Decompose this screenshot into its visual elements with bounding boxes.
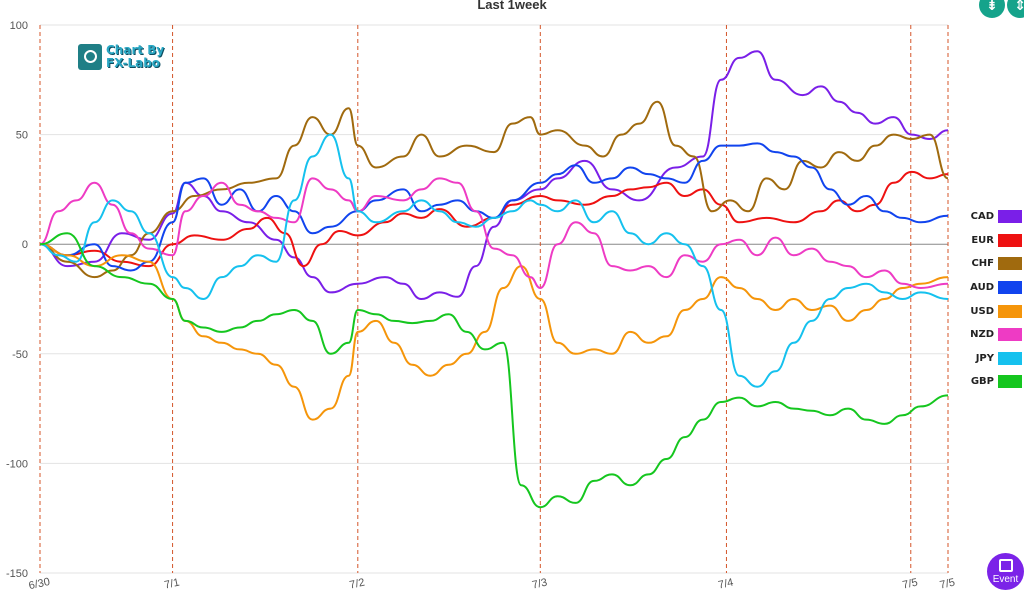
compress-icon: ⇟ [986,0,998,13]
series-line-usd [39,243,949,421]
series-line-nzd [39,177,949,289]
legend-label: GBP [970,376,994,388]
legend-label: NZD [970,329,994,341]
legend-swatch [998,257,1022,271]
x-tick-label: 7/5 [901,577,918,592]
y-tick-label: -150 [6,568,28,580]
logo: Chart By FX-Labo [78,44,176,70]
x-tick-label: 7/5 [939,577,956,592]
x-tick-label: 7/2 [348,577,365,592]
grid-layer [40,24,948,574]
legend-label: AUD [970,282,994,294]
y-tick-label: 100 [10,20,28,32]
series-line-eur [39,170,949,268]
y-tick-label: -50 [12,349,28,361]
legend-item-cad[interactable]: CAD [960,205,1022,229]
series-line-gbp [39,232,949,509]
series-layer [39,50,949,509]
legend-swatch [998,328,1022,342]
legend-item-nzd[interactable]: NZD [960,323,1022,347]
compress-button[interactable]: ⇟ [979,0,1005,18]
date-marker-layer [39,25,949,573]
legend-item-chf[interactable]: CHF [960,252,1022,276]
legend-swatch [998,281,1022,295]
y-tick-label: -100 [6,458,28,470]
expand-button[interactable]: ⇕ [1007,0,1024,18]
calendar-icon [998,558,1013,572]
legend-item-eur[interactable]: EUR [960,229,1022,253]
legend-swatch [998,210,1022,224]
legend: CAD EUR CHF AUD USD NZD JPY GBP [960,205,1022,394]
x-tick-label: 6/30 [28,576,51,592]
magnifier-chart-icon [78,44,102,70]
chart-title: Last 1week [477,0,547,12]
legend-swatch [998,351,1022,365]
series-line-cad [39,50,949,300]
legend-label: USD [970,305,994,317]
event-button-label: Event [992,573,1019,585]
legend-label: CAD [970,211,994,223]
legend-item-jpy[interactable]: JPY [960,347,1022,371]
expand-icon: ⇕ [1014,0,1024,13]
legend-swatch [998,304,1022,318]
legend-swatch [998,233,1022,247]
legend-label: CHF [971,258,994,270]
legend-label: EUR [971,234,994,246]
series-line-jpy [39,133,949,388]
x-tick-label: 7/3 [531,577,548,592]
legend-swatch [998,375,1022,389]
logo-text: Chart By FX-Labo [106,43,165,70]
event-button[interactable]: Event [987,553,1024,590]
x-tick-label: 7/1 [163,577,180,592]
x-tick-label: 7/4 [717,577,734,592]
legend-label: JPY [975,352,994,364]
y-tick-label: 0 [22,239,28,251]
legend-item-gbp[interactable]: GBP [960,370,1022,394]
series-line-aud [39,142,949,272]
legend-item-aud[interactable]: AUD [960,276,1022,300]
y-tick-label: 50 [16,130,28,142]
legend-item-usd[interactable]: USD [960,299,1022,323]
